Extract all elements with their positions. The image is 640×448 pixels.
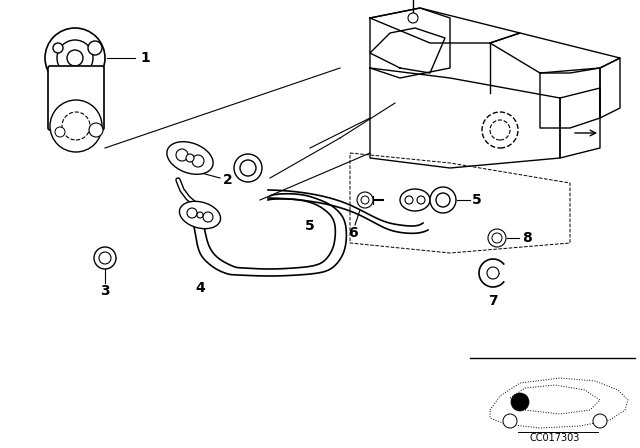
Circle shape bbox=[593, 414, 607, 428]
Circle shape bbox=[488, 229, 506, 247]
Circle shape bbox=[53, 43, 63, 53]
Circle shape bbox=[405, 196, 413, 204]
Text: 2: 2 bbox=[223, 173, 233, 187]
Text: 5: 5 bbox=[305, 219, 315, 233]
Polygon shape bbox=[370, 28, 445, 73]
Circle shape bbox=[57, 40, 93, 76]
Polygon shape bbox=[370, 68, 560, 168]
Circle shape bbox=[50, 100, 102, 152]
Text: 5: 5 bbox=[472, 193, 482, 207]
Text: CC017303: CC017303 bbox=[530, 433, 580, 443]
Circle shape bbox=[203, 212, 213, 222]
Text: 7: 7 bbox=[488, 294, 498, 308]
Circle shape bbox=[240, 160, 256, 176]
Circle shape bbox=[55, 127, 65, 137]
Circle shape bbox=[192, 155, 204, 167]
Text: 8: 8 bbox=[522, 231, 532, 245]
Ellipse shape bbox=[167, 142, 213, 174]
Circle shape bbox=[490, 120, 510, 140]
Circle shape bbox=[176, 149, 188, 161]
Text: 3: 3 bbox=[100, 284, 110, 298]
Circle shape bbox=[492, 233, 502, 243]
Circle shape bbox=[408, 13, 418, 23]
Polygon shape bbox=[370, 8, 450, 78]
Circle shape bbox=[511, 393, 529, 411]
Text: 6: 6 bbox=[348, 226, 358, 240]
Polygon shape bbox=[490, 33, 620, 73]
Text: 4: 4 bbox=[195, 281, 205, 295]
Circle shape bbox=[234, 154, 262, 182]
Circle shape bbox=[45, 28, 105, 88]
Circle shape bbox=[67, 50, 83, 66]
Polygon shape bbox=[560, 88, 600, 158]
Circle shape bbox=[186, 154, 194, 162]
Polygon shape bbox=[540, 68, 600, 128]
Circle shape bbox=[88, 41, 102, 55]
Circle shape bbox=[436, 193, 450, 207]
FancyBboxPatch shape bbox=[48, 66, 104, 130]
Circle shape bbox=[187, 208, 197, 218]
Ellipse shape bbox=[400, 189, 430, 211]
Circle shape bbox=[361, 196, 369, 204]
Circle shape bbox=[197, 212, 203, 218]
Circle shape bbox=[357, 192, 373, 208]
Circle shape bbox=[430, 187, 456, 213]
Polygon shape bbox=[600, 58, 620, 118]
Ellipse shape bbox=[179, 201, 221, 228]
Circle shape bbox=[94, 247, 116, 269]
Circle shape bbox=[417, 196, 425, 204]
Polygon shape bbox=[370, 8, 520, 43]
Circle shape bbox=[99, 252, 111, 264]
Text: 1: 1 bbox=[140, 51, 150, 65]
Circle shape bbox=[62, 112, 90, 140]
Circle shape bbox=[503, 414, 517, 428]
Circle shape bbox=[487, 267, 499, 279]
Circle shape bbox=[89, 123, 103, 137]
Circle shape bbox=[482, 112, 518, 148]
